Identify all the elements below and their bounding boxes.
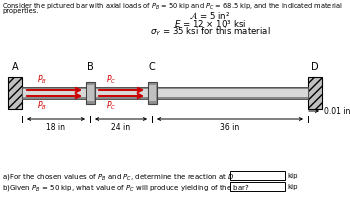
Text: b)Given $P_B$ = 50 kip, what value of $P_C$ will produce yielding of the bar?: b)Given $P_B$ = 50 kip, what value of $P… bbox=[2, 183, 250, 193]
Text: $P_C$: $P_C$ bbox=[106, 73, 117, 86]
Bar bbox=[148, 82, 157, 104]
Bar bbox=[230, 182, 285, 191]
Text: C: C bbox=[149, 62, 155, 72]
Text: D: D bbox=[311, 62, 319, 72]
Text: kip: kip bbox=[287, 173, 298, 179]
Bar bbox=[8, 77, 22, 109]
Bar bbox=[22, 97, 308, 99]
Text: 0.01 in: 0.01 in bbox=[324, 106, 350, 115]
Text: 18 in: 18 in bbox=[47, 123, 65, 132]
Text: Consider the pictured bar with axial loads of $P_B$ = 50 kip and $P_C$ = 68.5 ki: Consider the pictured bar with axial loa… bbox=[2, 2, 343, 12]
Text: $\mathcal{A}$ = 5 in²: $\mathcal{A}$ = 5 in² bbox=[189, 11, 231, 21]
Text: $\sigma_Y$ = 35 ksi for this material: $\sigma_Y$ = 35 ksi for this material bbox=[150, 25, 270, 37]
Text: A: A bbox=[12, 62, 18, 72]
Bar bbox=[22, 87, 308, 89]
Bar bbox=[22, 89, 308, 97]
Text: kip: kip bbox=[287, 184, 298, 190]
Text: $P_B$: $P_B$ bbox=[37, 100, 47, 113]
Text: $E$ = 12 × 10³ ksi: $E$ = 12 × 10³ ksi bbox=[174, 18, 246, 29]
Bar bbox=[149, 85, 156, 101]
Text: $P_C$: $P_C$ bbox=[106, 100, 117, 113]
Bar bbox=[87, 85, 94, 101]
Text: 24 in: 24 in bbox=[111, 123, 131, 132]
Bar bbox=[308, 77, 322, 109]
Bar bbox=[22, 87, 308, 99]
Bar bbox=[86, 82, 95, 104]
Bar bbox=[230, 171, 285, 180]
Text: 36 in: 36 in bbox=[220, 123, 240, 132]
Text: $P_B$: $P_B$ bbox=[37, 73, 47, 86]
Text: properties.: properties. bbox=[2, 8, 38, 14]
Text: a)For the chosen values of $P_B$ and $P_C$, determine the reaction at $D$: a)For the chosen values of $P_B$ and $P_… bbox=[2, 172, 234, 182]
Text: B: B bbox=[87, 62, 93, 72]
